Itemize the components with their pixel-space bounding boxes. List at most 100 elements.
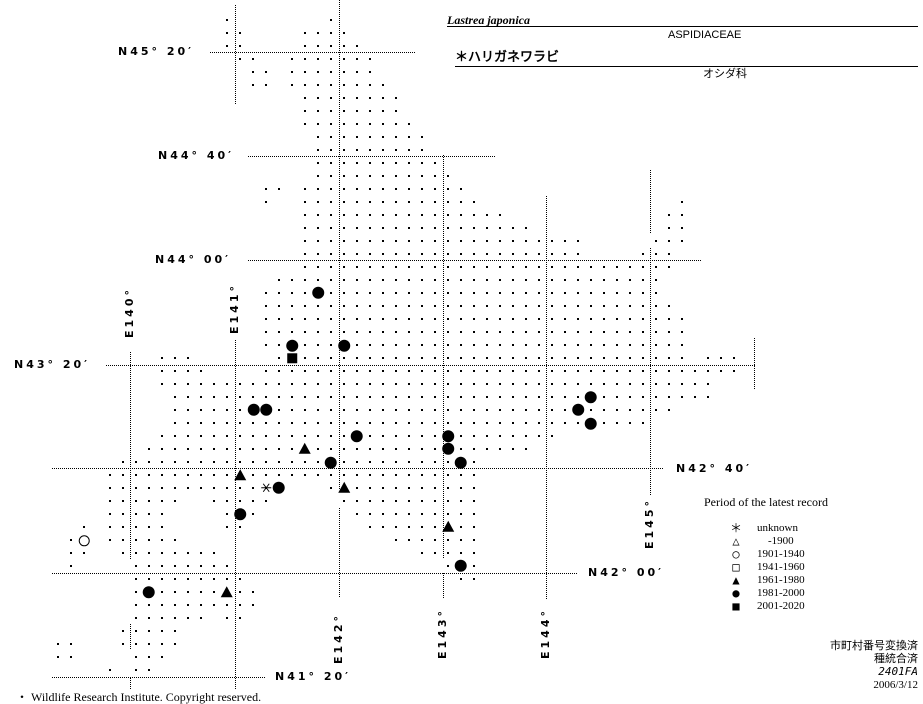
mesh-dot xyxy=(668,344,670,346)
mesh-dot xyxy=(174,617,176,619)
mesh-dot xyxy=(460,227,462,229)
mesh-dot xyxy=(707,396,709,398)
mesh-dot xyxy=(668,214,670,216)
mesh-dot xyxy=(161,500,163,502)
mesh-dot xyxy=(239,422,241,424)
mesh-dot xyxy=(317,409,319,411)
mesh-dot xyxy=(395,487,397,489)
mesh-dot xyxy=(148,448,150,450)
mesh-dot xyxy=(421,435,423,437)
mesh-dot xyxy=(200,604,202,606)
mesh-dot xyxy=(356,292,358,294)
mesh-dot xyxy=(668,370,670,372)
mesh-dot xyxy=(226,513,228,515)
mesh-dot xyxy=(317,149,319,151)
japanese-name: ＊ハリガネワラビ xyxy=(455,50,560,65)
mesh-dot xyxy=(265,71,267,73)
mesh-dot xyxy=(473,318,475,320)
mesh-dot xyxy=(395,357,397,359)
filled-triangle-marker xyxy=(338,481,351,493)
mesh-dot xyxy=(408,383,410,385)
mesh-dot xyxy=(408,396,410,398)
mesh-dot xyxy=(408,513,410,515)
mesh-dot xyxy=(577,370,579,372)
mesh-dot xyxy=(252,474,254,476)
mesh-dot xyxy=(447,292,449,294)
mesh-dot xyxy=(161,474,163,476)
mesh-dot xyxy=(642,305,644,307)
mesh-dot xyxy=(174,539,176,541)
mesh-dot xyxy=(421,409,423,411)
mesh-dot xyxy=(486,370,488,372)
mesh-dot xyxy=(395,435,397,437)
mesh-dot xyxy=(343,500,345,502)
mesh-dot xyxy=(161,552,163,554)
mesh-dot xyxy=(382,318,384,320)
mesh-dot xyxy=(135,526,137,528)
mesh-dot xyxy=(226,565,228,567)
mesh-dot xyxy=(369,123,371,125)
mesh-dot xyxy=(395,292,397,294)
mesh-dot xyxy=(343,123,345,125)
mesh-dot xyxy=(382,461,384,463)
mesh-dot xyxy=(408,136,410,138)
mesh-dot xyxy=(486,214,488,216)
mesh-dot xyxy=(356,84,358,86)
mesh-dot xyxy=(109,669,111,671)
mesh-dot xyxy=(694,396,696,398)
mesh-dot xyxy=(486,422,488,424)
mesh-dot xyxy=(343,409,345,411)
mesh-dot xyxy=(590,383,592,385)
mesh-dot xyxy=(447,552,449,554)
mesh-dot xyxy=(473,227,475,229)
mesh-dot xyxy=(408,123,410,125)
japanese-name-rule xyxy=(455,66,918,67)
mesh-dot xyxy=(551,266,553,268)
mesh-dot xyxy=(603,331,605,333)
mesh-dot xyxy=(525,435,527,437)
mesh-dot xyxy=(317,162,319,164)
mesh-dot xyxy=(421,149,423,151)
mesh-dot xyxy=(317,474,319,476)
mesh-dot xyxy=(655,370,657,372)
mesh-dot xyxy=(434,539,436,541)
mesh-dot xyxy=(265,201,267,203)
mesh-dot xyxy=(265,435,267,437)
mesh-dot xyxy=(135,617,137,619)
mesh-dot xyxy=(538,240,540,242)
mesh-dot xyxy=(629,409,631,411)
mesh-dot xyxy=(161,513,163,515)
mesh-dot xyxy=(551,240,553,242)
mesh-dot xyxy=(252,487,254,489)
mesh-dot xyxy=(668,240,670,242)
mesh-dot xyxy=(421,513,423,515)
mesh-dot xyxy=(629,383,631,385)
mesh-dot xyxy=(486,253,488,255)
mesh-dot xyxy=(460,357,462,359)
mesh-dot xyxy=(460,552,462,554)
mesh-dot xyxy=(616,318,618,320)
mesh-dot xyxy=(395,253,397,255)
mesh-dot xyxy=(551,279,553,281)
mesh-dot xyxy=(382,383,384,385)
mesh-dot xyxy=(434,487,436,489)
mesh-dot xyxy=(304,292,306,294)
filled-triangle-marker xyxy=(220,586,233,598)
mesh-dot xyxy=(304,435,306,437)
lat-label-42-00: N42° 00′ xyxy=(588,566,665,579)
mesh-dot xyxy=(317,422,319,424)
mesh-dot xyxy=(239,448,241,450)
mesh-dot xyxy=(681,318,683,320)
mesh-dot xyxy=(473,435,475,437)
mesh-dot xyxy=(460,396,462,398)
mesh-dot xyxy=(473,279,475,281)
mesh-dot xyxy=(239,58,241,60)
mesh-dot xyxy=(707,357,709,359)
mesh-dot xyxy=(200,396,202,398)
mesh-dot xyxy=(304,474,306,476)
mesh-dot xyxy=(408,175,410,177)
mesh-dot xyxy=(356,331,358,333)
mesh-dot xyxy=(304,279,306,281)
mesh-dot xyxy=(486,292,488,294)
mesh-dot xyxy=(434,422,436,424)
